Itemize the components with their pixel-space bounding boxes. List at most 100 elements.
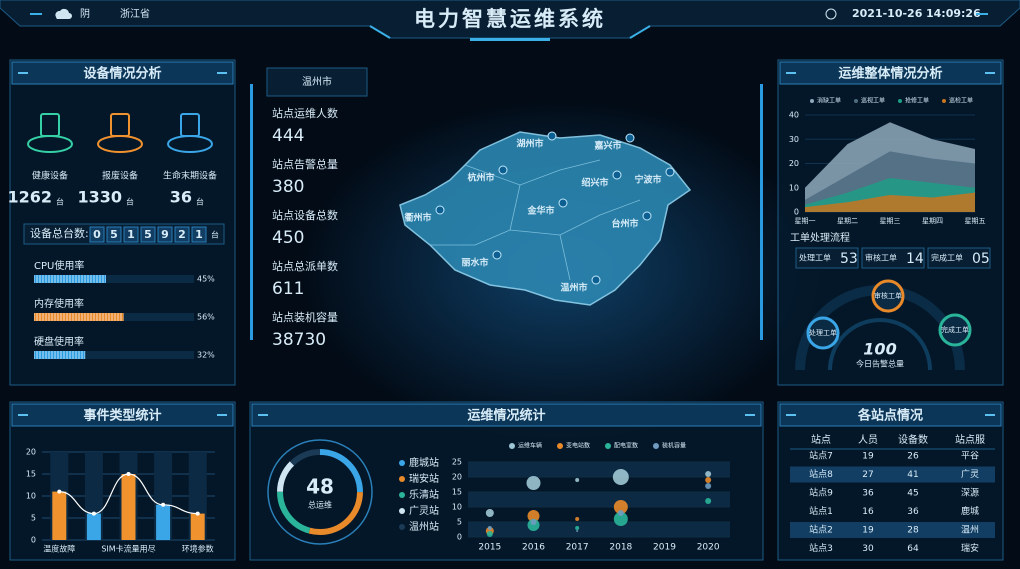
digit: 5 bbox=[144, 228, 152, 241]
map-pin bbox=[665, 167, 675, 177]
table-header: 人员 bbox=[858, 434, 878, 446]
header-accent bbox=[369, 25, 651, 39]
panel-dash bbox=[985, 72, 995, 74]
stat-value: 444 bbox=[272, 126, 304, 146]
digit-box bbox=[123, 226, 139, 243]
city-label[interactable]: 嘉兴市 bbox=[593, 140, 621, 152]
panel-header bbox=[11, 61, 234, 85]
legend-swatch bbox=[854, 99, 858, 103]
city-label[interactable]: 绍兴市 bbox=[581, 177, 608, 189]
city-label[interactable]: 丽水市 bbox=[461, 257, 488, 269]
digit-box bbox=[174, 226, 190, 243]
y-tick-label: 20 bbox=[26, 448, 36, 457]
bubble bbox=[575, 517, 580, 521]
legend-label[interactable]: 温州站 bbox=[409, 520, 439, 533]
stat-value: 611 bbox=[272, 279, 304, 299]
legend-label[interactable]: 巡视工单 bbox=[861, 97, 885, 105]
table-cell: 瑞安 bbox=[961, 542, 979, 554]
donut-segment bbox=[277, 449, 363, 535]
flow-label: 处理工单 bbox=[799, 253, 831, 263]
device-count: 1330 bbox=[77, 188, 122, 207]
flow-value: 14 bbox=[906, 251, 924, 267]
digit: 1 bbox=[195, 228, 203, 241]
legend-swatch bbox=[399, 508, 405, 514]
bubble bbox=[485, 509, 494, 517]
legend-label[interactable]: 鹿城站 bbox=[409, 456, 439, 469]
city-label[interactable]: 杭州市 bbox=[467, 172, 494, 184]
map-pin bbox=[492, 250, 502, 260]
table-cell: 26 bbox=[907, 452, 919, 462]
trend-dot bbox=[195, 511, 200, 516]
y-tick-label: 0 bbox=[31, 536, 36, 545]
bubble bbox=[530, 519, 537, 525]
x-tick-label: 环境参数 bbox=[182, 544, 214, 554]
x-tick-label: 星期三 bbox=[880, 217, 901, 225]
city-label[interactable]: 金华市 bbox=[526, 205, 554, 217]
gauge-node-label[interactable]: 处理工单 bbox=[809, 328, 837, 337]
gauge-node-label[interactable]: 完成工单 bbox=[941, 325, 969, 334]
bubble bbox=[705, 483, 712, 489]
legend-label[interactable]: 消缺工单 bbox=[817, 97, 841, 105]
table-cell: 36 bbox=[862, 489, 874, 499]
weather-icon bbox=[55, 8, 72, 19]
city-label[interactable]: 台州市 bbox=[611, 218, 638, 230]
bubble bbox=[526, 476, 541, 490]
area bbox=[805, 192, 975, 212]
panel-header bbox=[779, 61, 1002, 85]
clock-icon bbox=[825, 8, 837, 20]
table-header: 设备数 bbox=[898, 433, 928, 446]
stat-value: 380 bbox=[272, 177, 304, 197]
flow-value: 05 bbox=[972, 251, 990, 267]
usage-track bbox=[34, 351, 194, 359]
gauge-node-label[interactable]: 审核工单 bbox=[874, 291, 902, 300]
map-pin bbox=[625, 133, 635, 143]
legend-label[interactable]: 乐清站 bbox=[409, 488, 439, 501]
donut-segment bbox=[277, 449, 363, 535]
legend-swatch bbox=[399, 524, 405, 530]
device-count: 1262 bbox=[7, 188, 52, 207]
flow-value: 53 bbox=[840, 251, 858, 267]
table-cell: 站点9 bbox=[809, 487, 833, 499]
legend-label[interactable]: 巡检工单 bbox=[949, 97, 973, 105]
map-pin bbox=[498, 165, 508, 175]
bar bbox=[52, 491, 67, 540]
y-tick-label: 15 bbox=[26, 470, 36, 479]
table-cell: 41 bbox=[907, 470, 918, 480]
trend-dot bbox=[126, 472, 131, 476]
city-label[interactable]: 衢州市 bbox=[404, 212, 431, 224]
flow-title: 工单处理流程 bbox=[790, 231, 850, 244]
stat-label: 站点运维人数 bbox=[272, 106, 338, 120]
band bbox=[468, 522, 730, 537]
legend-label[interactable]: 装机容量 bbox=[662, 442, 686, 450]
gauge-label: 今日告警总量 bbox=[856, 359, 904, 369]
y-tick-label: 40 bbox=[789, 111, 799, 120]
legend-label[interactable]: 抢修工单 bbox=[905, 97, 929, 105]
table-cell: 16 bbox=[862, 507, 874, 517]
donut-segment bbox=[277, 449, 363, 535]
legend-label[interactable]: 瑞安站 bbox=[409, 472, 439, 485]
table-cell: 广灵 bbox=[961, 468, 979, 480]
panel-header bbox=[251, 403, 762, 427]
y-tick-label: 20 bbox=[789, 159, 799, 168]
legend-label[interactable]: 广灵站 bbox=[409, 504, 439, 517]
bubble bbox=[617, 510, 624, 516]
city-label[interactable]: 温州市 bbox=[560, 282, 587, 294]
table-cell: 站点8 bbox=[809, 468, 833, 480]
legend-label[interactable]: 变电站数 bbox=[566, 442, 590, 450]
legend-label[interactable]: 运维车辆 bbox=[518, 442, 542, 450]
city-tab bbox=[266, 67, 368, 97]
digit-box bbox=[157, 226, 173, 243]
table-header: 站点 bbox=[811, 433, 831, 446]
city-label[interactable]: 湖州市 bbox=[516, 138, 543, 150]
panel-title: 设备情况分析 bbox=[83, 66, 161, 82]
bubble bbox=[613, 512, 628, 526]
map-pin bbox=[612, 170, 622, 180]
legend-label[interactable]: 配电室数 bbox=[614, 442, 638, 450]
flow-box bbox=[927, 247, 991, 269]
x-tick-label: 星期二 bbox=[837, 217, 858, 225]
column-accent bbox=[760, 84, 763, 340]
trend-dot bbox=[91, 511, 96, 516]
city-label[interactable]: 宁波市 bbox=[634, 174, 661, 186]
